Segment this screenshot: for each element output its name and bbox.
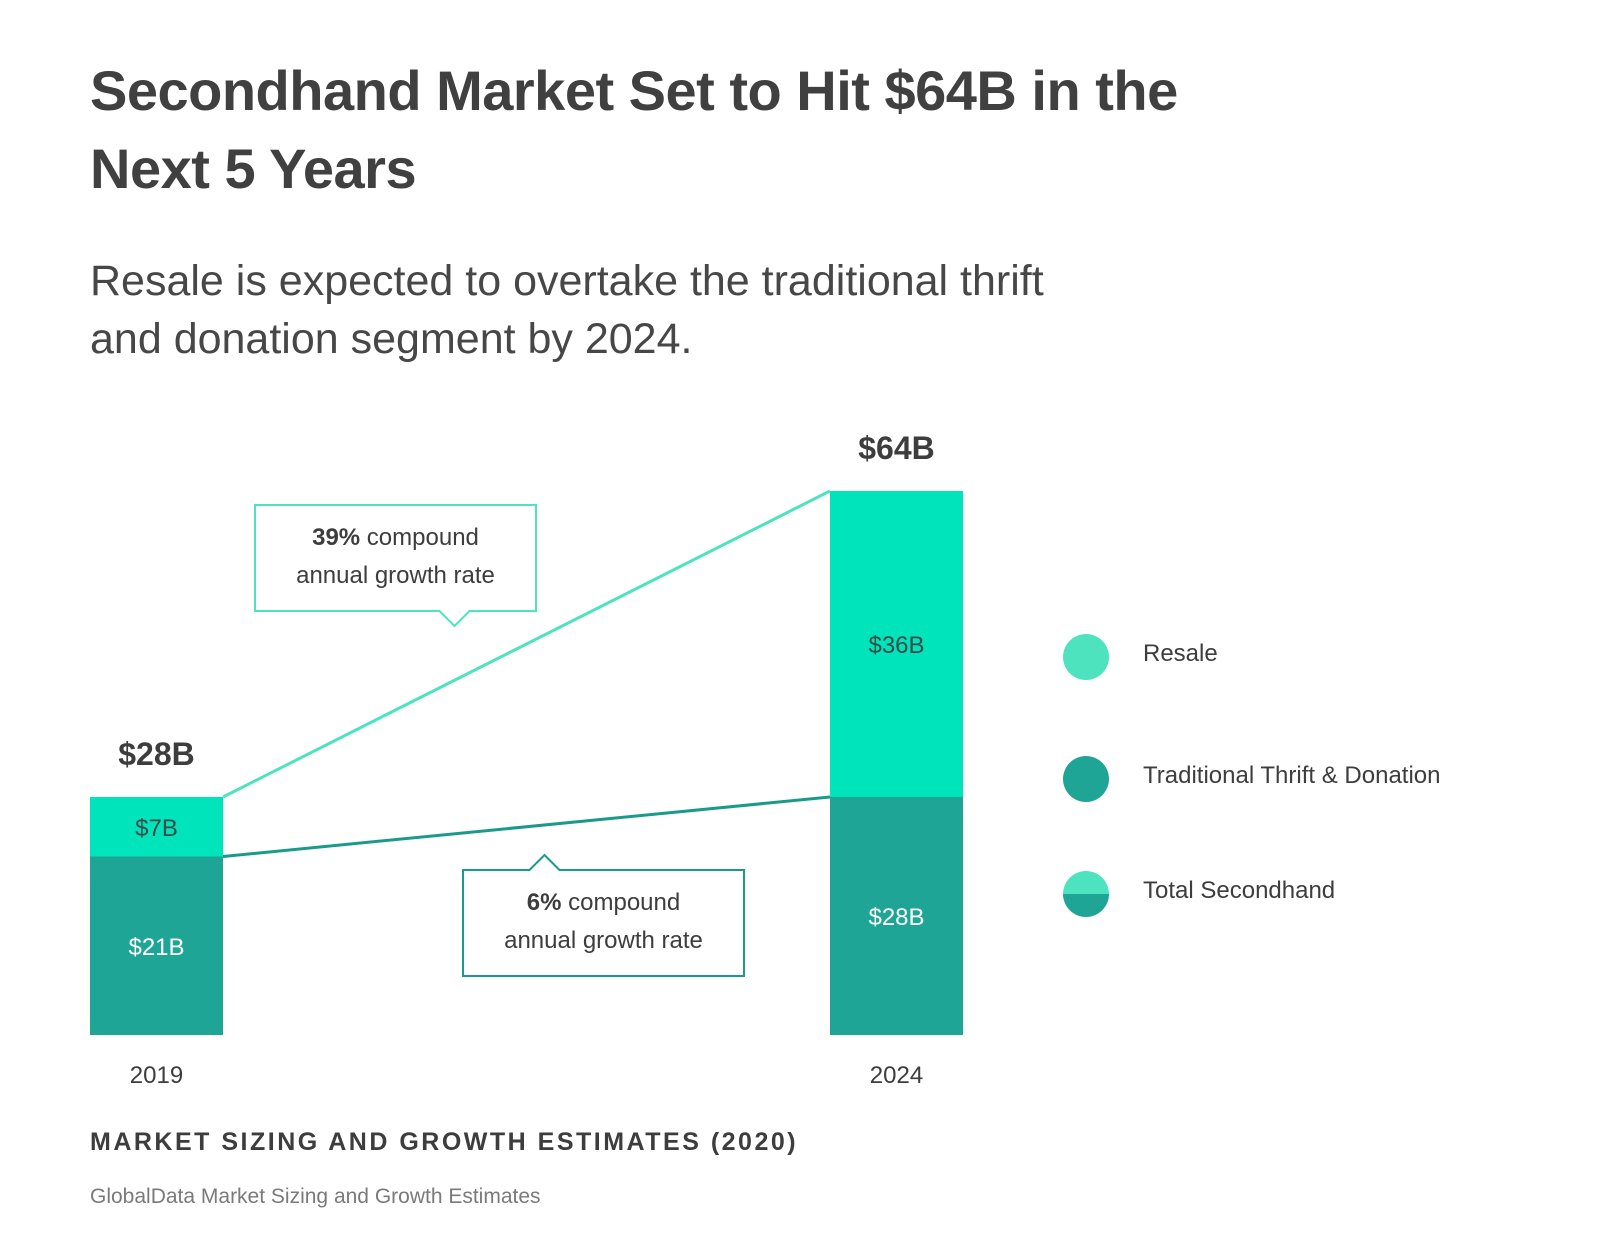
legend-label-2: Total Secondhand: [1143, 877, 1335, 904]
callout-thrift-line2: annual growth rate: [504, 927, 703, 954]
x-tick-2019: 2019: [130, 1062, 183, 1089]
x-tick-2024: 2024: [870, 1062, 923, 1089]
split-circle-bottom: [1063, 894, 1109, 917]
bar-label-thrift-2019: $21B: [128, 934, 184, 961]
bar-group: [90, 491, 963, 1035]
bar-thrift-2019: [90, 856, 223, 1035]
legend-label-1: Traditional Thrift & Donation: [1143, 762, 1440, 789]
legend-item-0: Resale: [1063, 634, 1218, 680]
legend-item-2: Total Secondhand: [1063, 871, 1335, 917]
chart-title: Secondhand Market Set to Hit $64B in the…: [90, 59, 1178, 200]
callout-resale-text: compound: [360, 524, 479, 551]
x-axis-tick-labels: 2019 2024: [130, 1062, 923, 1089]
callout-thrift-line1: 6% compound: [527, 889, 680, 916]
callout-thrift-text: compound: [561, 889, 680, 916]
thrift-growth-line: [222, 795, 831, 858]
callout-resale-line1: 39% compound: [312, 524, 479, 551]
callout-resale-rate: 39%: [312, 524, 360, 551]
callout-thrift-box: [462, 853, 745, 977]
callout-thrift-rate: 6%: [527, 889, 562, 916]
bar-thrift-2024: [830, 797, 963, 1035]
resale-growth-line: [222, 489, 831, 799]
resale-circle-icon: [1063, 634, 1109, 680]
split-circle-icon: [1063, 871, 1109, 917]
bar-resale-2019: [90, 797, 223, 857]
chart-footer-title: MARKET SIZING AND GROWTH ESTIMATES (2020…: [90, 1128, 799, 1156]
bar-resale-2024: [830, 491, 963, 797]
thrift-circle-icon: [1063, 756, 1109, 802]
bar-label-resale-2019: $7B: [135, 815, 178, 842]
total-labels: $28B $64B: [118, 430, 935, 772]
bar-label-resale-2024: $36B: [868, 632, 924, 659]
legend: Resale Traditional Thrift & Donation Total…: [1063, 634, 1440, 917]
callout-thrift: 6% compound annual growth rate: [462, 853, 745, 977]
callout-resale-line2: annual growth rate: [296, 562, 495, 589]
total-label-2019: $28B: [118, 736, 195, 772]
legend-label-0: Resale: [1143, 640, 1218, 667]
legend-item-1: Traditional Thrift & Donation: [1063, 756, 1440, 802]
split-circle-top: [1063, 871, 1109, 894]
callout-resale: 39% compound annual growth rate: [254, 504, 537, 628]
total-label-2024: $64B: [858, 430, 935, 466]
chart-subtitle: Resale is expected to overtake the tradi…: [90, 257, 1044, 363]
source-note: GlobalData Market Sizing and Growth Esti…: [90, 1185, 541, 1208]
callout-resale-box: [254, 504, 537, 628]
bar-value-labels: $21B $7B $28B $36B: [128, 632, 924, 961]
growth-lines: [222, 489, 831, 858]
bar-label-thrift-2024: $28B: [868, 904, 924, 931]
